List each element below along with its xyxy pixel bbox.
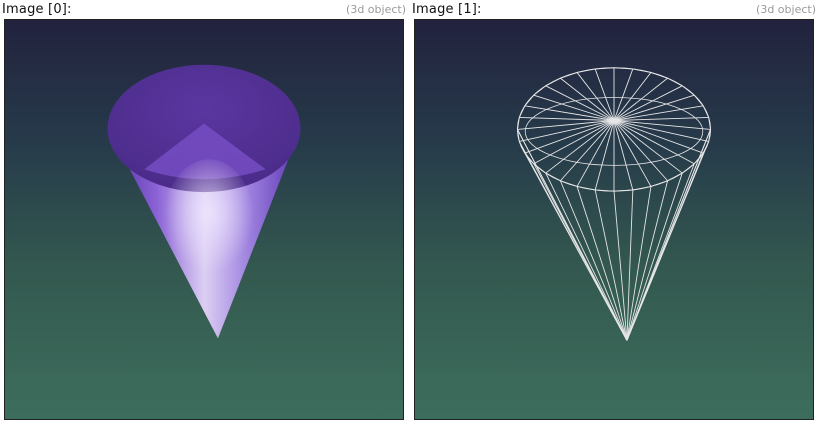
wire-rim-edge [595,189,615,192]
wire-spoke [545,120,615,174]
wire-rim-edge [595,67,615,70]
wire-spoke [613,105,704,121]
wire-rim-edge [560,180,578,187]
wire-spoke [613,120,709,142]
cone-highlight [164,159,254,279]
wire-spoke [533,120,615,165]
wire-rim-edge [613,67,633,70]
wire-side [626,186,652,341]
wire-spoke [613,120,683,174]
wire-spoke [613,94,695,121]
wire-spoke [613,120,652,187]
wire-spoke [613,120,704,154]
wire-spoke [613,116,709,121]
wire-spoke [613,85,683,121]
wire-side [545,172,628,341]
image-title-0: Image [0]: [2,2,72,17]
wire-spoke [560,120,615,182]
wire-rim-edge [632,186,652,191]
wire-side [626,172,683,341]
3d-viewport-wireframe[interactable] [414,19,814,420]
wire-spoke [594,68,615,121]
wire-spoke [576,120,615,187]
3d-viewport-shaded[interactable] [4,19,404,420]
wire-spoke [613,72,652,121]
wire-side [594,189,628,341]
wire-side [626,180,669,341]
wire-rim-edge [650,180,668,187]
wire-spoke [613,68,634,121]
shaded-cone-render [107,64,301,339]
image-title-1: Image [1]: [412,2,482,17]
wire-silhouette-right [626,129,711,341]
wire-rim-edge [545,77,561,87]
wire-silhouette-left [517,129,628,341]
wire-spoke [524,105,615,121]
wire-rim-edge [533,85,547,96]
wire-inner-ring [524,97,704,166]
wire-rim-edge [667,172,683,182]
wire-spoke [576,72,615,121]
wire-rim-edge [650,72,668,79]
wire-side [613,191,628,341]
wire-side [626,189,634,341]
wire-rim-edge [613,189,633,192]
image-header-1: Image [1]: (3d object) [412,0,816,19]
wire-spoke [545,85,615,121]
wire-spoke [519,116,615,121]
image-header-0: Image [0]: (3d object) [2,0,406,19]
wire-rim-edge [708,117,711,130]
image-panel-1: Image [1]: (3d object) [412,0,816,426]
wire-rim-edge [517,117,520,130]
image-panel-0: Image [0]: (3d object) [2,0,406,426]
wire-spoke [613,120,695,165]
image-type-tag-1: (3d object) [756,3,816,16]
wire-rim-edge [632,68,652,73]
wire-rim-edge [517,129,520,142]
wire-spoke [613,120,711,130]
wire-rim-edge [518,105,526,118]
wire-spoke [524,120,615,154]
cone-inner-shade [144,123,266,180]
wire-rim-edge [524,94,535,107]
wire-side [576,186,628,341]
wire-rim-edge [560,72,578,79]
wire-rim-edge [681,163,695,174]
wire-spoke [517,120,615,130]
wire-spoke [613,120,634,191]
wire-spoke [613,120,668,182]
wire-side [518,141,628,341]
wire-rim-edge [576,68,596,73]
wire-rim-edge [702,105,710,118]
image-type-tag-0: (3d object) [346,3,406,16]
wire-spoke [533,94,615,121]
wire-rim-edge [545,172,561,182]
wire-rim-edge [693,94,704,107]
wire-side [559,180,628,341]
wireframe-cone-render [516,67,712,341]
wire-rim-edge [681,85,695,96]
wire-rim-edge [667,77,683,87]
wire-rim-edge [576,186,596,191]
wire-spoke [594,120,615,191]
wire-spoke [519,120,615,142]
